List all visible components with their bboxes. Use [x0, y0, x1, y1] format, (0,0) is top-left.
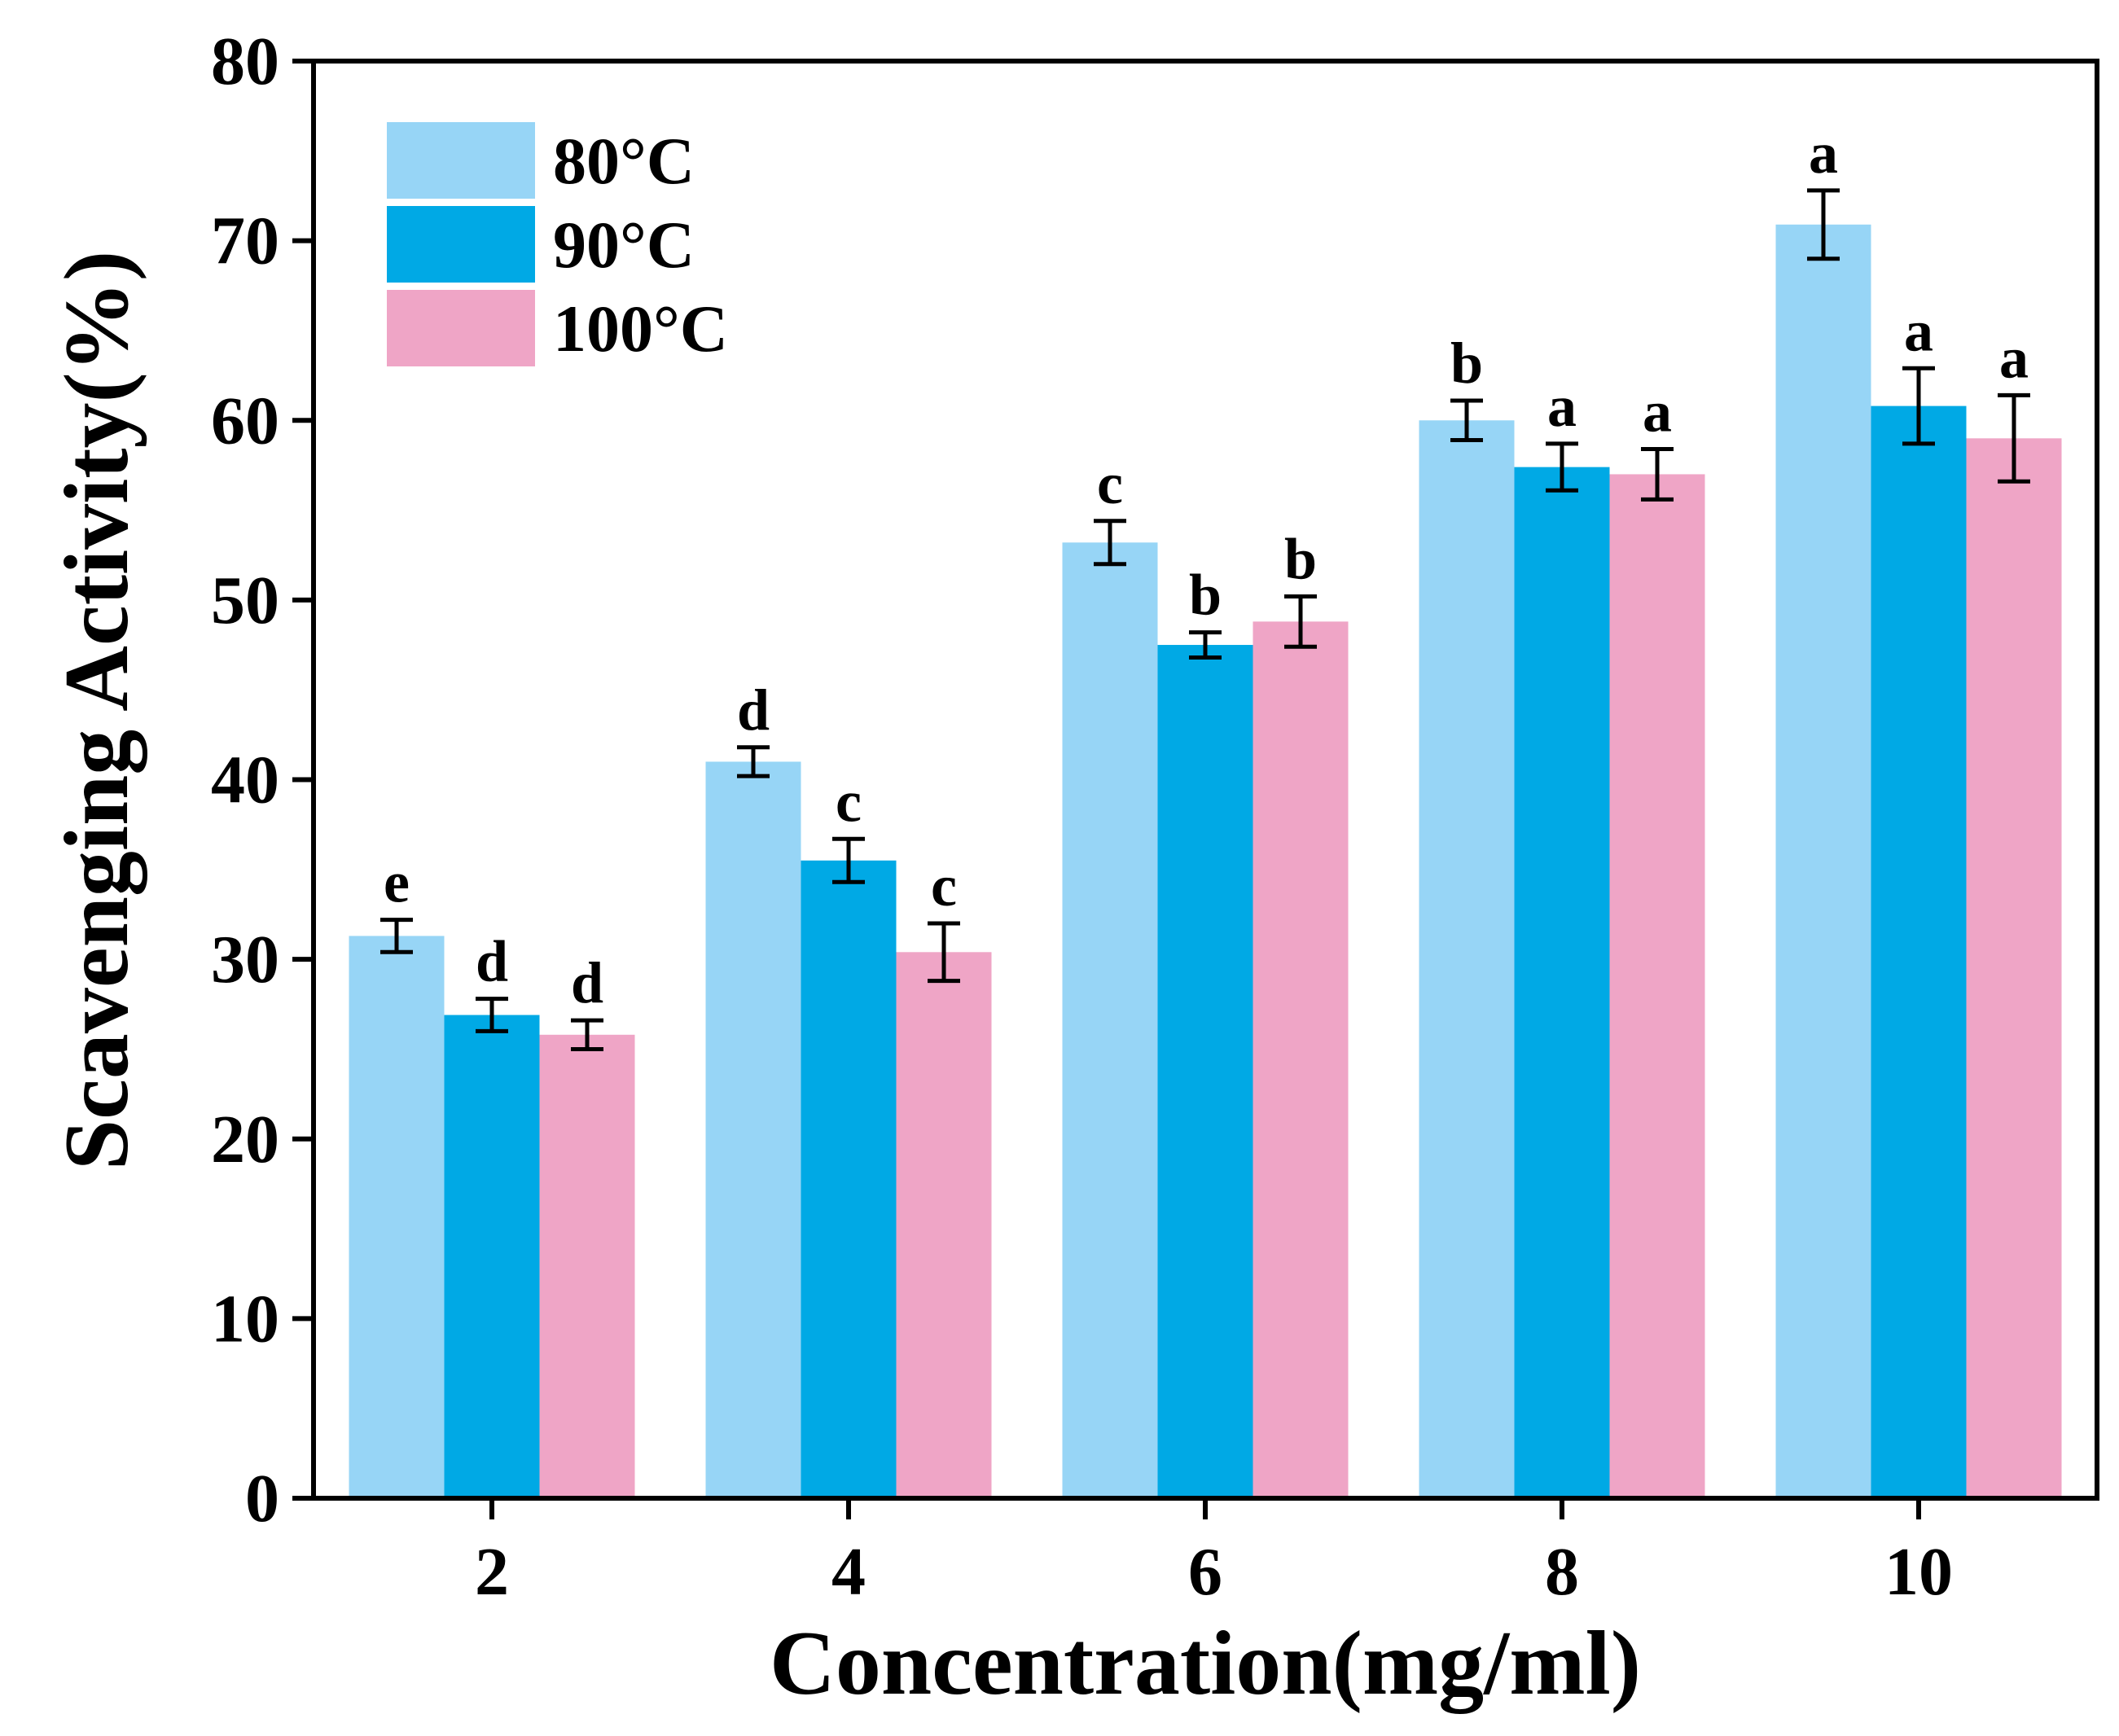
y-tick-label: 30 [211, 922, 279, 997]
x-tick-label: 4 [831, 1534, 866, 1610]
significance-label: a [1904, 298, 1933, 363]
legend-swatch [387, 206, 535, 283]
y-tick-label: 80 [211, 24, 279, 99]
legend-swatch [387, 290, 535, 366]
y-tick-label: 60 [211, 383, 279, 458]
significance-label: b [1189, 563, 1222, 628]
bar [539, 1034, 635, 1498]
significance-label: c [836, 769, 862, 834]
y-tick-label: 40 [211, 743, 279, 818]
significance-label: e [384, 850, 410, 915]
bar [705, 761, 801, 1498]
axes-layer: 0 10 20 30 40 50 60 70 80 2 4 6 8 10 [211, 24, 1953, 1610]
x-tick-label: 2 [475, 1534, 509, 1610]
significance-label: b [1284, 526, 1317, 591]
y-tick-label: 0 [245, 1461, 279, 1537]
y-tick-label: 10 [211, 1281, 279, 1357]
bar [1062, 542, 1158, 1498]
significance-label: a [1643, 379, 1672, 445]
y-tick-label: 50 [211, 563, 279, 638]
significance-label: d [737, 677, 770, 743]
significance-label: d [476, 929, 508, 994]
significance-label: a [1809, 121, 1838, 186]
legend-label: 90°C [553, 208, 695, 282]
bar [1775, 224, 1871, 1498]
x-axis-title: Concentration(mg/ml) [770, 1613, 1641, 1714]
bar [1157, 645, 1253, 1498]
x-tick-label: 8 [1545, 1534, 1579, 1610]
error-bars-layer [380, 188, 2030, 1051]
significance-label: a [1999, 325, 2029, 390]
legend: 80°C 90°C 100°C [387, 122, 728, 366]
y-tick-label: 20 [211, 1102, 279, 1177]
bar [896, 952, 992, 1498]
x-tick-label: 6 [1188, 1534, 1222, 1610]
bar [1871, 406, 1967, 1499]
bar [1419, 420, 1515, 1498]
bars-layer [349, 224, 2062, 1499]
significance-label: a [1547, 374, 1577, 439]
significance-label: c [1097, 451, 1123, 516]
bar [801, 860, 897, 1498]
bar [349, 936, 445, 1498]
bar [1253, 621, 1349, 1498]
significance-label: d [571, 950, 603, 1015]
bar [1514, 467, 1610, 1498]
y-tick-label: 70 [211, 204, 279, 279]
legend-swatch [387, 122, 535, 199]
legend-label: 100°C [553, 292, 728, 366]
x-tick-label: 10 [1884, 1534, 1953, 1610]
significance-label: b [1450, 331, 1483, 396]
significance-label: c [931, 853, 957, 918]
legend-label: 80°C [553, 124, 695, 198]
bar [444, 1015, 540, 1498]
bar [1966, 438, 2062, 1498]
y-axis-title: Scavenging Activity(%) [46, 251, 147, 1170]
bar [1609, 474, 1705, 1498]
